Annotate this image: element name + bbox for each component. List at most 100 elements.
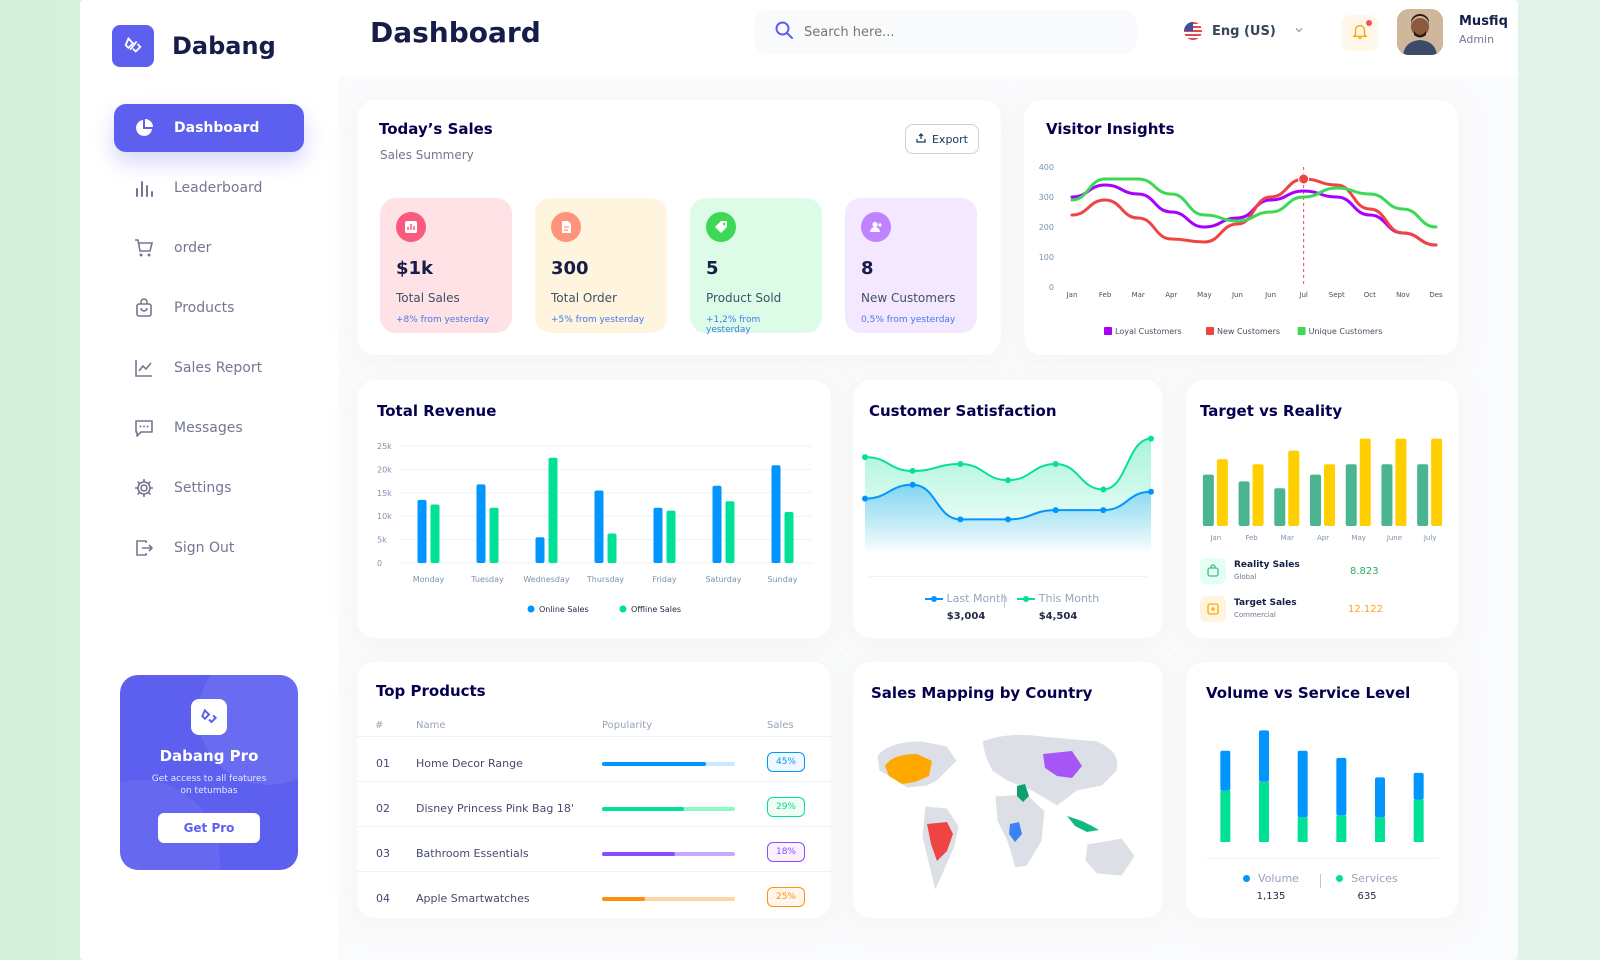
sidebar: Dabang Dashboard Leaderboard order	[80, 0, 339, 960]
reality-sales-label: Reality Sales	[1234, 560, 1300, 570]
sales-badge: 29%	[767, 797, 805, 817]
sidebar-item-leaderboard[interactable]: Leaderboard	[114, 164, 304, 212]
y-tick-label: 300	[1039, 193, 1054, 202]
legend-dot	[1243, 875, 1251, 882]
ticket-icon	[1200, 596, 1226, 622]
sidebar-item-order[interactable]: order	[114, 224, 304, 272]
volume-service-card: Volume vs Service Level Volume 1,135 Ser…	[1186, 662, 1458, 918]
bar	[1310, 474, 1321, 526]
bar	[784, 511, 794, 563]
chevron-down-icon	[1294, 24, 1304, 39]
search-bar[interactable]	[754, 10, 1137, 54]
sidebar-item-dashboard[interactable]: Dashboard	[114, 104, 304, 152]
legend-value: $3,004	[946, 611, 986, 622]
card-title: Today’s Sales	[379, 120, 493, 138]
y-tick-label: 15k	[377, 489, 392, 498]
sidebar-item-sign-out[interactable]: Sign Out	[114, 524, 304, 572]
legend-swatch	[1206, 327, 1214, 335]
get-pro-button[interactable]: Get Pro	[158, 813, 260, 843]
legend-line-marker	[924, 595, 943, 602]
product-name: Bathroom Essentials	[416, 847, 529, 860]
sidebar-nav: Dashboard Leaderboard order Products	[114, 104, 304, 584]
legend-value: $4,504	[1038, 611, 1078, 622]
series-point	[1005, 477, 1011, 484]
highlight-point	[1298, 173, 1310, 185]
user-name: Musfiq	[1459, 14, 1508, 29]
x-tick-label: Mar	[1132, 291, 1145, 299]
table-row[interactable]: 01 Home Decor Range 45%	[357, 736, 831, 781]
x-tick-label: Saturday	[705, 575, 741, 584]
language-selector[interactable]: Eng (US)	[1184, 22, 1304, 40]
x-tick-label: July	[1423, 534, 1437, 542]
x-tick-label: Sept	[1329, 291, 1345, 299]
table-row[interactable]: 03 Bathroom Essentials 18%	[357, 826, 831, 871]
shopping-bag-icon	[132, 296, 156, 320]
series-point	[1005, 516, 1011, 523]
notification-dot	[1366, 20, 1372, 26]
sidebar-item-label: Messages	[174, 420, 243, 436]
logo-icon	[112, 25, 154, 67]
avatar[interactable]	[1397, 9, 1443, 55]
customer-satisfaction-card: Customer Satisfaction Last Month $3,004 …	[853, 380, 1163, 638]
bar	[1288, 450, 1300, 526]
bar	[771, 465, 781, 563]
usa-highlight	[885, 754, 932, 784]
bar	[712, 485, 722, 563]
export-button[interactable]: Export	[905, 124, 979, 154]
legend-line-marker	[1016, 595, 1035, 602]
bar-volume	[1297, 750, 1308, 818]
legend-label: Online Sales	[539, 605, 589, 614]
column-header-number: #	[375, 720, 384, 731]
sidebar-item-label: order	[174, 240, 212, 256]
notifications-button[interactable]	[1342, 15, 1378, 51]
bar	[1252, 464, 1264, 526]
brazil-highlight	[927, 822, 953, 861]
series-line	[1070, 177, 1438, 229]
series-point	[862, 454, 868, 461]
product-name: Apple Smartwatches	[416, 892, 530, 905]
kpi-new-customers: 8 New Customers 0,5% from yesterday	[845, 198, 977, 333]
bar	[548, 457, 558, 563]
table-row[interactable]: 04 Apple Smartwatches 25%	[357, 871, 831, 916]
y-tick-label: 0	[377, 559, 382, 568]
card-title: Volume vs Service Level	[1206, 684, 1411, 702]
y-tick-label: 200	[1039, 223, 1054, 232]
bar	[1345, 464, 1357, 526]
sidebar-item-settings[interactable]: Settings	[114, 464, 304, 512]
drc-highlight	[1009, 822, 1022, 842]
promo-title: Dabang Pro	[159, 747, 259, 765]
bar-services	[1259, 781, 1269, 842]
table-row[interactable]: 02 Disney Princess Pink Bag 18' 29%	[357, 781, 831, 826]
x-tick-label: Monday	[413, 575, 445, 584]
row-number: 03	[376, 847, 390, 860]
x-tick-label: Jan	[1066, 291, 1078, 299]
sidebar-item-products[interactable]: Products	[114, 284, 304, 332]
y-tick-label: 100	[1039, 253, 1054, 262]
card-title: Customer Satisfaction	[869, 402, 1057, 420]
sidebar-item-messages[interactable]: Messages	[114, 404, 304, 452]
visitor-insights-chart: 0 100 200 300 400 Jan Feb Mar Apr May Jun Jun Jul Sep…	[1039, 163, 1443, 336]
volume-legend: Volume 1,135	[1226, 872, 1316, 902]
bar-volume	[1413, 772, 1424, 800]
legend-swatch	[1297, 327, 1306, 335]
reality-sales-sub: Global	[1234, 573, 1257, 581]
bar-services	[1336, 815, 1347, 842]
legend-dot	[527, 605, 535, 613]
this-month-legend: This Month $4,504	[1003, 592, 1113, 622]
kpi-delta: +8% from yesterday	[396, 315, 490, 325]
bar	[653, 507, 663, 563]
bar	[417, 499, 427, 563]
logo[interactable]: Dabang	[112, 25, 276, 67]
shopping-bag-icon	[1200, 558, 1226, 584]
user-info[interactable]: Musfiq Admin	[1459, 14, 1508, 46]
bar-services	[1297, 817, 1308, 842]
sidebar-item-sales-report[interactable]: Sales Report	[114, 344, 304, 392]
bar	[1324, 464, 1335, 526]
card-title: Top Products	[376, 682, 486, 700]
search-icon	[774, 20, 794, 44]
bar	[1417, 464, 1429, 526]
export-icon	[916, 132, 926, 146]
x-tick-label: Tuesday	[470, 575, 504, 584]
x-tick-label: Apr	[1317, 534, 1329, 542]
search-input[interactable]	[804, 24, 1104, 40]
